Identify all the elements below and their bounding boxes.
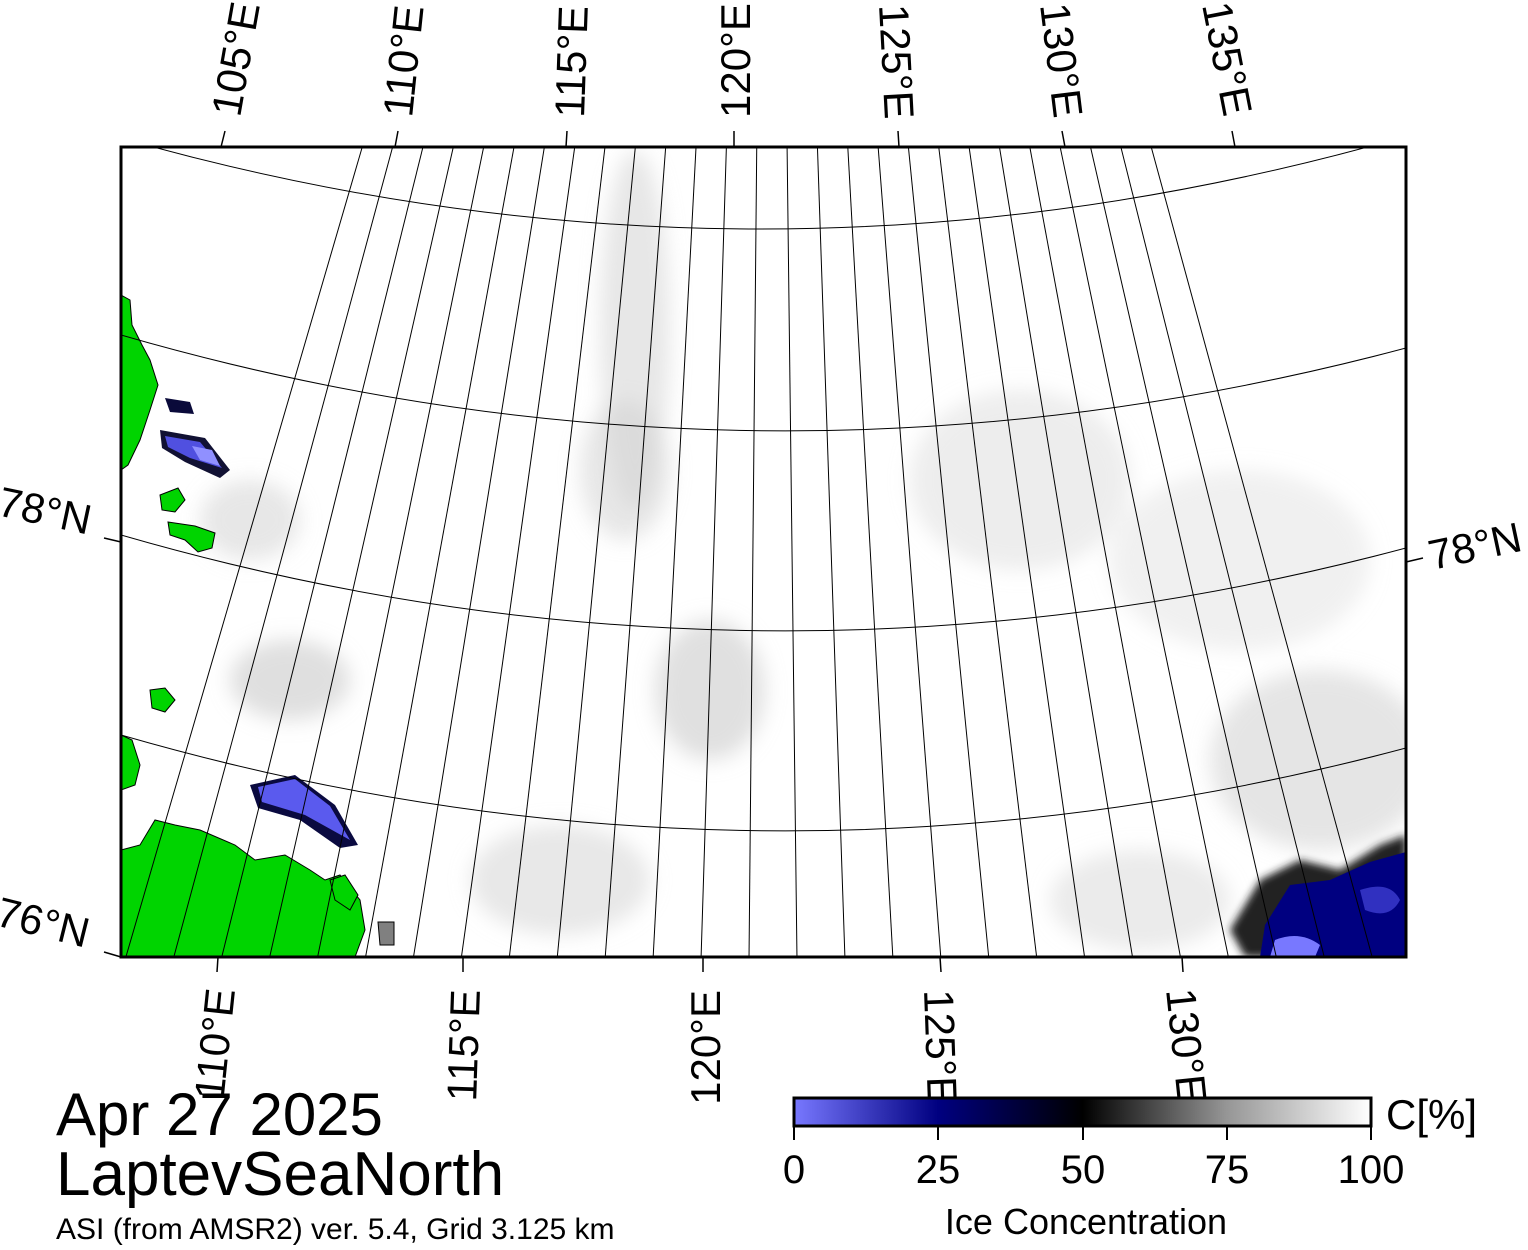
- map-frame: [119, 145, 1408, 959]
- islet-south: [149, 687, 176, 713]
- top-lon-label-115e: 115°E: [546, 5, 597, 118]
- polynya-east-light: [1270, 936, 1320, 957]
- island-bolshevik: [121, 294, 159, 471]
- meridian-line: [556, 147, 636, 957]
- meridian-line: [938, 147, 1038, 957]
- frame-ticks: [103, 130, 1424, 973]
- source-info: ASI (from AMSR2) ver. 5.4, Grid 3.125 km: [56, 1213, 615, 1246]
- meridian-line: [412, 147, 545, 957]
- land: [121, 294, 395, 957]
- graticule: [121, 147, 1406, 957]
- map-area: [121, 147, 1406, 957]
- open-water: [160, 398, 1406, 957]
- colorbar-tick-0: 0: [782, 1148, 806, 1192]
- meridian-line: [125, 147, 363, 957]
- meridian-line: [816, 147, 846, 957]
- parallel-78-5n: [121, 734, 1406, 832]
- bottom-lon-label-120e: 120°E: [682, 990, 729, 1105]
- polynya-southwest: [258, 779, 350, 840]
- date-title: Apr 27 2025: [56, 1081, 383, 1148]
- meridian-line: [365, 147, 515, 957]
- meridian-line: [1059, 147, 1229, 957]
- meridian-line: [604, 147, 667, 957]
- top-lon-label-125e: 125°E: [870, 3, 923, 120]
- meridian-line: [173, 147, 394, 957]
- colorbar-tick-75: 75: [1204, 1148, 1250, 1192]
- polynya-northwest-light: [192, 446, 220, 466]
- right-lat-label-78n: 78°N: [1424, 513, 1526, 578]
- colorbar-unit: C[%]: [1386, 1091, 1478, 1138]
- polynya-northwest-small: [165, 398, 194, 414]
- top-lon-label-135e: 135°E: [1193, 0, 1261, 119]
- meridian-line: [847, 147, 894, 957]
- bottom-lon-label-125e: 125°E: [915, 989, 966, 1105]
- meridian-line: [508, 147, 606, 957]
- meridian-line: [652, 147, 697, 957]
- left-lat-label-76n: 76°N: [0, 888, 94, 956]
- meridian-line: [700, 147, 727, 957]
- bottom-longitude-labels: 110°E 115°E 120°E 125°E 130°E: [186, 986, 1216, 1105]
- meridian-line: [907, 147, 990, 957]
- meridian-line: [786, 147, 798, 957]
- meridian-line: [269, 147, 454, 957]
- top-longitude-labels: 105°E 110°E 115°E 120°E 125°E 130°E 135°…: [203, 0, 1262, 120]
- meridians: [125, 147, 1373, 957]
- colorbar-tick-25: 25: [915, 1148, 961, 1192]
- colorbar-gradient: [792, 1096, 1373, 1128]
- meridian-line: [748, 147, 758, 957]
- meridian-line: [998, 147, 1134, 957]
- islet-west: [121, 734, 141, 791]
- polynya-east: [1260, 852, 1406, 957]
- top-lon-label-120e: 120°E: [712, 3, 759, 118]
- meridian-line: [1120, 147, 1325, 957]
- meridian-line: [460, 147, 576, 957]
- meridian-line: [1089, 147, 1277, 957]
- top-lon-label-110e: 110°E: [374, 3, 432, 119]
- top-lon-label-130e: 130°E: [1031, 0, 1092, 120]
- parallel-80n: [151, 147, 1370, 230]
- meridian-line: [1150, 147, 1373, 957]
- meridian-line: [1029, 147, 1181, 957]
- top-lon-label-105e: 105°E: [203, 0, 269, 120]
- region-title: LaptevSeaNorth: [56, 1140, 505, 1209]
- colorbar-ticks: [793, 1126, 1372, 1140]
- islet-north: [159, 487, 186, 513]
- polynya-east-mid: [1360, 886, 1400, 914]
- meridian-line: [221, 147, 424, 957]
- meridian-line: [877, 147, 942, 957]
- coast-islet: [329, 874, 359, 911]
- colorbar-tick-50: 50: [1060, 1148, 1106, 1192]
- colorbar: [792, 1096, 1373, 1140]
- colorbar-tick-100: 100: [1337, 1148, 1405, 1192]
- meridian-line: [968, 147, 1086, 957]
- colorbar-label: Ice Concentration: [944, 1201, 1228, 1242]
- parallel-79-5n: [121, 334, 1406, 432]
- islet-mid: [167, 521, 216, 553]
- bottom-lon-label-110e: 110°E: [186, 986, 244, 1102]
- bottom-lon-label-130e: 130°E: [1157, 986, 1216, 1105]
- meridian-line: [317, 147, 485, 957]
- parallel-79n: [121, 534, 1406, 632]
- bottom-lon-label-115e: 115°E: [438, 989, 489, 1102]
- coast-fringe: [377, 921, 395, 946]
- left-lat-label-78n: 78°N: [0, 478, 96, 543]
